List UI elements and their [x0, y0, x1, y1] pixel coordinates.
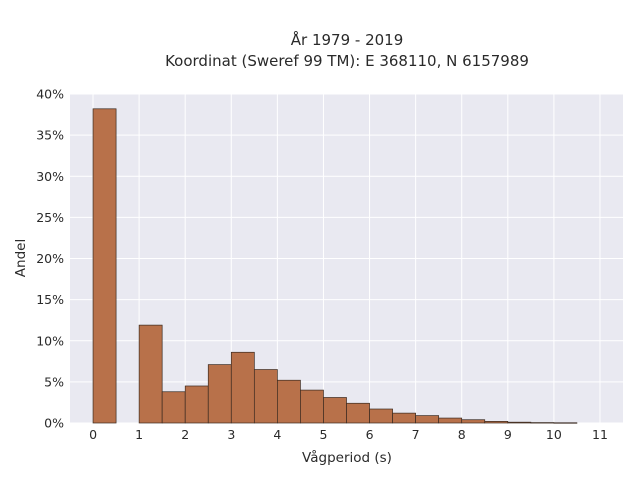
histogram-bar [207, 364, 232, 424]
x-tick-label: 8 [458, 427, 466, 442]
x-tick-label: 9 [504, 427, 512, 442]
histogram-bar [277, 379, 301, 424]
histogram-bar [530, 422, 555, 424]
y-tick-label: 30% [36, 169, 64, 184]
y-tick-label: 5% [44, 374, 64, 389]
histogram-bar [553, 422, 578, 424]
histogram-bar [507, 421, 532, 424]
histogram-bar [161, 391, 186, 424]
histogram-bar [415, 415, 440, 424]
y-tick-label: 25% [36, 210, 64, 225]
y-tick-labels: 0% 5% 10% 15% 20% 25% 30% 35% 40% [36, 87, 64, 431]
x-tick-label: 1 [135, 427, 143, 442]
histogram-bar [346, 402, 370, 424]
histogram-bar [253, 369, 278, 424]
y-gridlines [70, 93, 623, 424]
histogram-bar [92, 108, 117, 424]
histogram-bar [369, 408, 393, 424]
y-tick-label: 20% [36, 251, 64, 266]
histogram-bar [461, 419, 486, 424]
y-tick-label: 10% [36, 333, 64, 348]
x-tick-label: 4 [273, 427, 281, 442]
y-tick-label: 40% [36, 87, 64, 102]
x-tick-label: 10 [546, 427, 562, 442]
x-tick-label: 3 [227, 427, 235, 442]
x-tick-label: 7 [412, 427, 420, 442]
histogram-bar [438, 417, 463, 424]
y-tick-label: 35% [36, 128, 64, 143]
y-tick-label: 0% [44, 416, 64, 431]
x-tick-label: 0 [89, 427, 97, 442]
x-tick-label: 2 [181, 427, 189, 442]
histogram-bar [230, 351, 255, 424]
histogram-bar [184, 385, 209, 424]
x-tick-label: 6 [366, 427, 374, 442]
chart-title-line1: År 1979 - 2019 [291, 30, 404, 49]
y-axis-label: Andel [13, 239, 29, 277]
x-tick-label: 11 [592, 427, 608, 442]
y-tick-label: 15% [36, 292, 64, 307]
x-tick-labels: 0 1 2 3 4 5 6 7 8 9 10 11 [89, 427, 608, 442]
histogram-bar [484, 421, 509, 424]
x-tick-label: 5 [319, 427, 327, 442]
x-axis-label: Vågperiod (s) [302, 449, 392, 466]
histogram-bar [323, 397, 347, 424]
chart-title-line2: Koordinat (Sweref 99 TM): E 368110, N 61… [165, 52, 529, 70]
histogram-bar [300, 389, 324, 424]
histogram-bar [138, 324, 163, 424]
histogram-bar [392, 412, 416, 424]
histogram-bars [92, 108, 578, 424]
